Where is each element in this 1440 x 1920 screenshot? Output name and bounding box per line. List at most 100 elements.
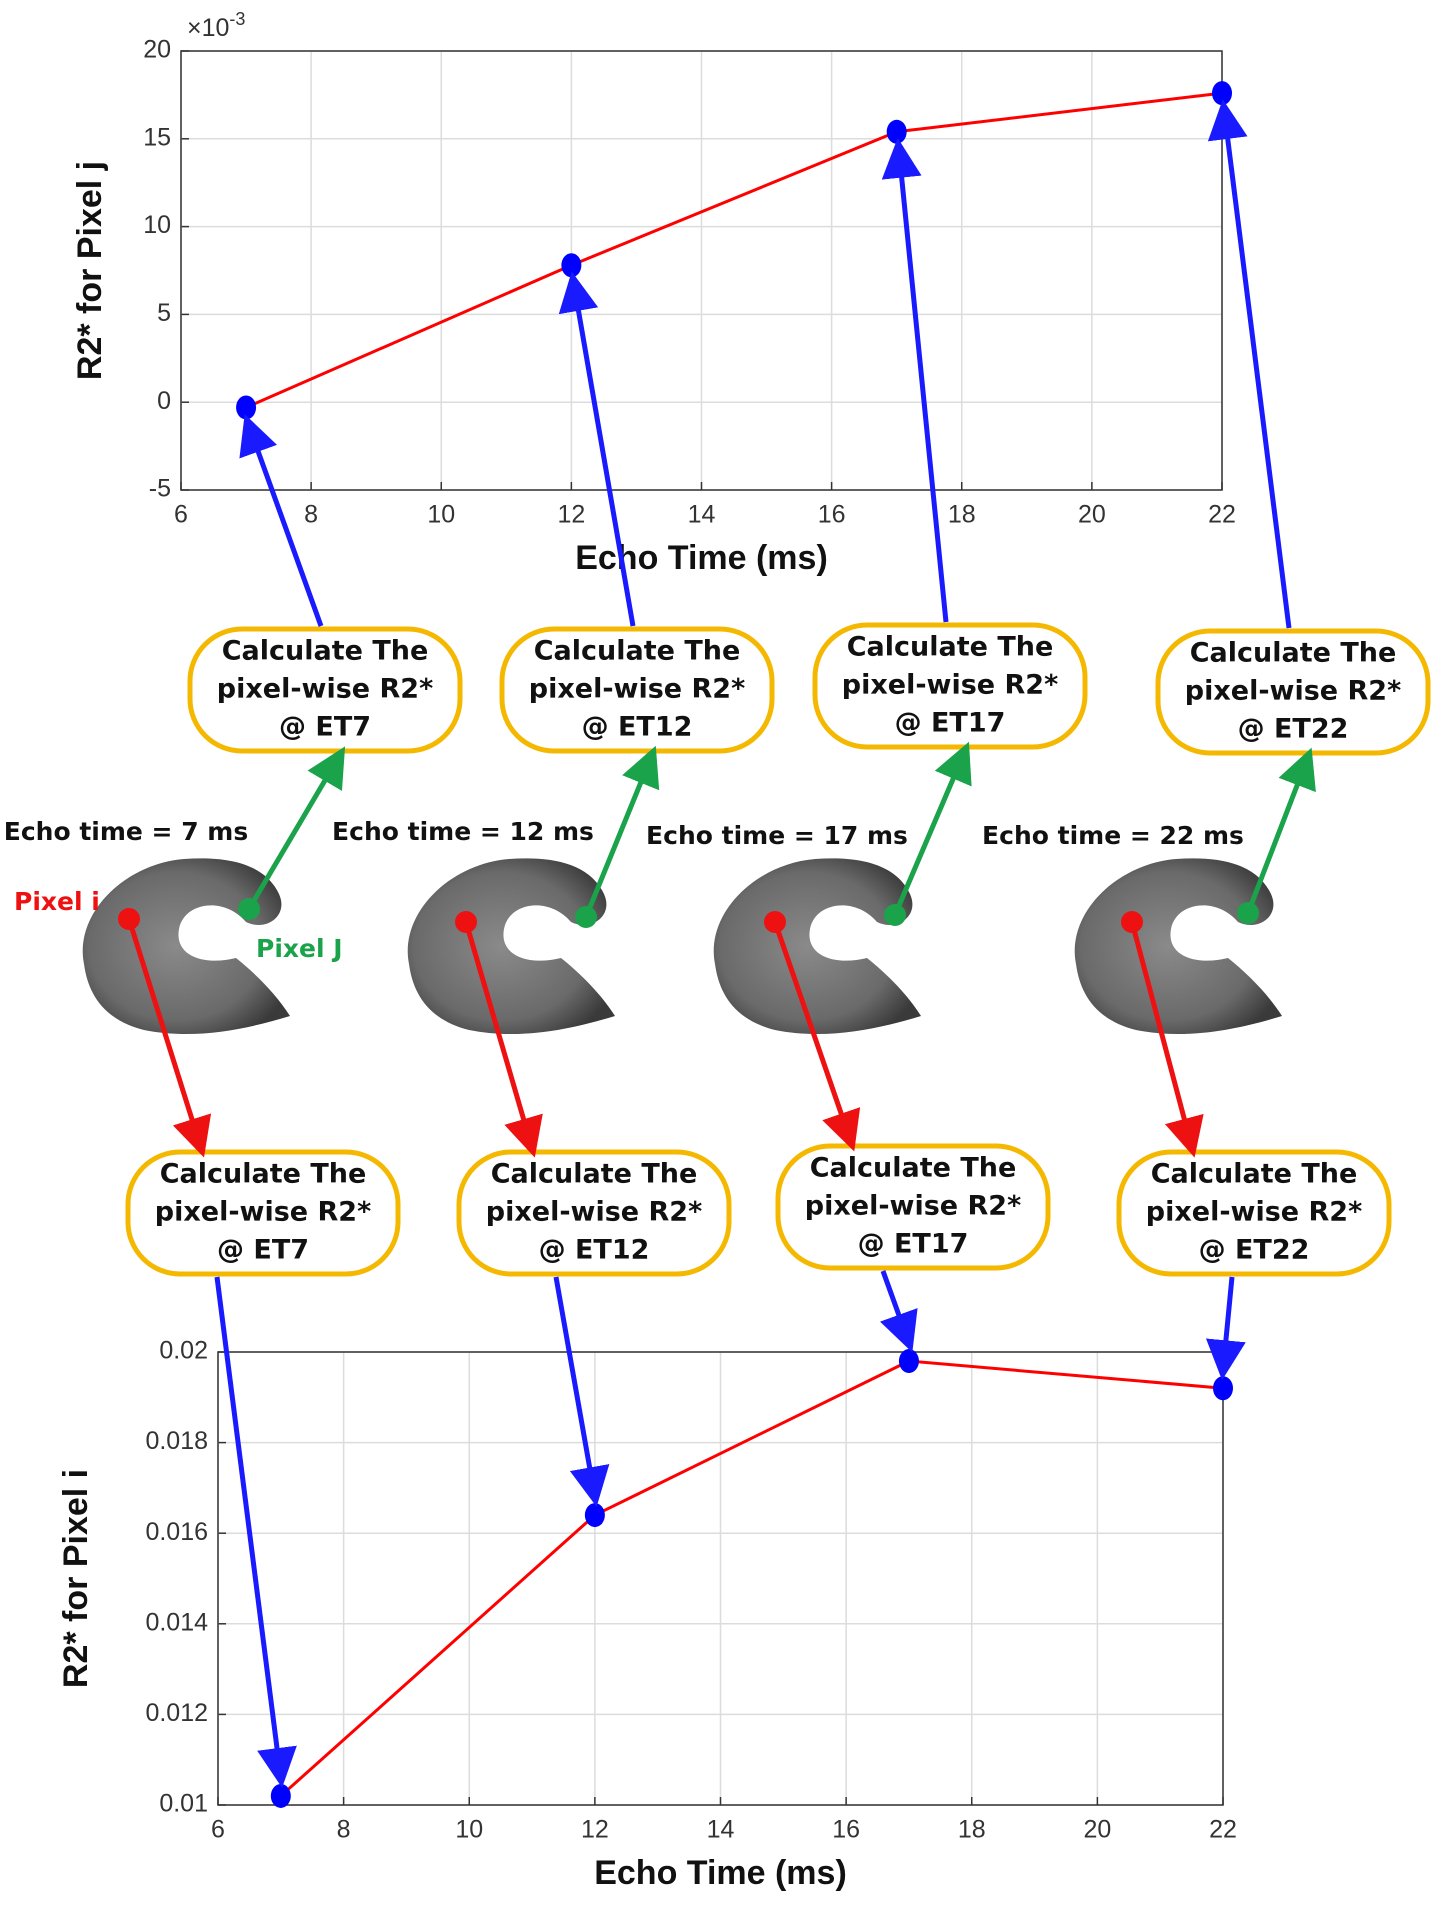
data-line (245, 91, 1223, 409)
brain-image (1074, 858, 1282, 1035)
y-tick-label: 0.01 (159, 1790, 208, 1818)
red-arrow (126, 918, 212, 1158)
y-tick-label: 10 (143, 211, 171, 239)
pixel-j-label: Pixel J (256, 934, 343, 963)
y-tick-label: 0.016 (145, 1518, 208, 1546)
x-tick-label: 8 (337, 1816, 351, 1844)
x-tick-label: 22 (1209, 1816, 1237, 1844)
box-text: pixel-wise R2* (486, 1197, 702, 1228)
data-point (898, 1349, 919, 1374)
data-point (886, 119, 907, 144)
y-tick-label: 0.014 (145, 1608, 208, 1636)
y-tick-label: 0 (157, 387, 171, 415)
red-arrow (1129, 921, 1204, 1158)
box-text: pixel-wise R2* (805, 1191, 1021, 1222)
pixel-i-dot (455, 911, 477, 933)
pixel-j-dot (575, 906, 597, 928)
x-tick-label: 20 (1078, 501, 1106, 529)
y-axis-label: R2* for Pixel i (57, 1469, 95, 1688)
box-text: Calculate The (160, 1159, 367, 1190)
x-tick-label: 18 (948, 501, 976, 529)
box-text: @ ET12 (582, 712, 693, 743)
process-box (1116, 1149, 1392, 1277)
pixel-j-dot (884, 904, 906, 926)
x-tick-label: 6 (174, 501, 188, 529)
x-tick-label: 12 (557, 501, 585, 529)
data-point (584, 1503, 605, 1528)
process-box (125, 1149, 401, 1277)
brain-image (713, 858, 921, 1035)
box-text: pixel-wise R2* (842, 670, 1058, 701)
x-tick-label: 16 (818, 501, 846, 529)
box-text: pixel-wise R2* (217, 674, 433, 705)
pixel-j-dot (1237, 902, 1259, 924)
data-line (279, 1359, 1224, 1798)
box-text: @ ET17 (858, 1229, 969, 1260)
x-tick-label: 14 (688, 501, 716, 529)
box-text: @ ET17 (895, 708, 1006, 739)
echo-label: Echo time = 22 ms (982, 821, 1244, 850)
data-point (1213, 1376, 1233, 1401)
data-point (561, 253, 582, 278)
x-axis-label: Echo Time (ms) (575, 539, 828, 577)
green-arrow (583, 745, 660, 918)
box-text: Calculate The (534, 636, 741, 667)
pixel-i-dot (764, 911, 786, 933)
red-arrow (463, 921, 543, 1158)
y-tick-label: 20 (143, 36, 171, 64)
box-text: Calculate The (1151, 1159, 1358, 1190)
x-tick-label: 18 (958, 1816, 986, 1844)
blue-arrow (881, 137, 949, 623)
x-tick-label: 20 (1083, 1816, 1111, 1844)
box-text: Calculate The (491, 1159, 698, 1190)
pixel-j-dot (238, 898, 260, 920)
box-text: pixel-wise R2* (155, 1197, 371, 1228)
y-tick-label: 15 (143, 123, 171, 151)
y-tick-label: 0.012 (145, 1699, 208, 1727)
box-text: @ ET22 (1199, 1235, 1310, 1266)
box-text: @ ET22 (1238, 714, 1349, 745)
box-text: @ ET7 (279, 712, 371, 743)
x-tick-label: 14 (707, 1816, 735, 1844)
pixel-i-dot (118, 908, 140, 930)
y-multiplier-exponent: -3 (229, 9, 245, 29)
green-arrow (892, 741, 972, 916)
pixel-i-label: Pixel i (14, 887, 100, 916)
plot-frame (217, 1351, 1224, 1806)
green-arrow (246, 746, 346, 911)
box-text: pixel-wise R2* (1185, 676, 1401, 707)
box-text: Calculate The (810, 1153, 1017, 1184)
blue-arrow (553, 1276, 610, 1507)
plot-frame (180, 50, 1223, 491)
y-multiplier-base: ×10 (187, 14, 229, 42)
x-tick-label: 8 (304, 501, 318, 529)
x-axis-label: Echo Time (ms) (594, 1854, 847, 1892)
y-tick-label: 0.018 (145, 1427, 208, 1455)
box-text: pixel-wise R2* (529, 674, 745, 705)
y-tick-label: -5 (149, 475, 171, 503)
box-text: pixel-wise R2* (1146, 1197, 1362, 1228)
brain-image (407, 858, 615, 1035)
y-axis-label: R2* for Pixel j (71, 161, 109, 380)
data-point (270, 1783, 291, 1808)
blue-arrow (1207, 99, 1292, 629)
red-arrow (772, 921, 861, 1152)
box-text: Calculate The (847, 632, 1054, 663)
x-tick-label: 6 (211, 1816, 225, 1844)
blue-arrow (558, 271, 636, 627)
box-text: Calculate The (1190, 638, 1397, 669)
pixel-i-dot (1121, 911, 1143, 933)
blue-arrow (239, 414, 324, 627)
x-tick-label: 12 (581, 1816, 609, 1844)
x-tick-label: 16 (832, 1816, 860, 1844)
y-multiplier: ×10-3 (187, 9, 245, 42)
y-tick-label: 0.02 (159, 1337, 208, 1365)
x-tick-label: 10 (455, 1816, 483, 1844)
echo-label: Echo time = 17 ms (646, 821, 908, 850)
data-point (1212, 81, 1232, 106)
green-arrow (1245, 747, 1316, 914)
data-point (236, 395, 257, 420)
box-text: Calculate The (222, 636, 429, 667)
